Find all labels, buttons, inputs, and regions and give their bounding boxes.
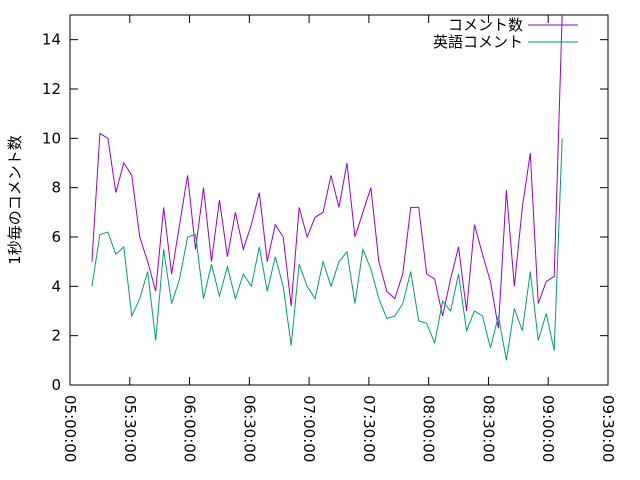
y-tick-label: 0 [51, 376, 61, 394]
x-tick-label: 07:00:00 [300, 395, 318, 462]
x-tick-label: 06:00:00 [181, 395, 199, 462]
x-tick-label: 07:30:00 [360, 395, 378, 462]
y-tick-label: 10 [42, 129, 61, 147]
legend-label: 英語コメント [433, 33, 523, 51]
x-tick-label: 08:00:00 [420, 395, 438, 462]
y-tick-label: 14 [42, 31, 61, 49]
plot-border [69, 14, 609, 386]
x-tick-label: 05:00:00 [61, 395, 79, 462]
y-tick-label: 8 [51, 179, 61, 197]
x-tick-label: 08:30:00 [479, 395, 497, 462]
y-tick-label: 2 [51, 327, 61, 345]
y-tick-label: 6 [51, 228, 61, 246]
y-tick-label: 12 [42, 80, 61, 98]
y-axis-label: 1秒毎のコメント数 [6, 135, 24, 265]
x-tick-label: 09:00:00 [539, 395, 557, 462]
x-tick-label: 09:30:00 [599, 395, 617, 462]
x-tick-label: 06:30:00 [240, 395, 258, 462]
x-tick-label: 05:30:00 [121, 395, 139, 462]
series-line [91, 15, 563, 329]
y-tick-label: 4 [51, 277, 61, 295]
legend-label: コメント数 [448, 16, 523, 34]
series-line [91, 138, 563, 361]
